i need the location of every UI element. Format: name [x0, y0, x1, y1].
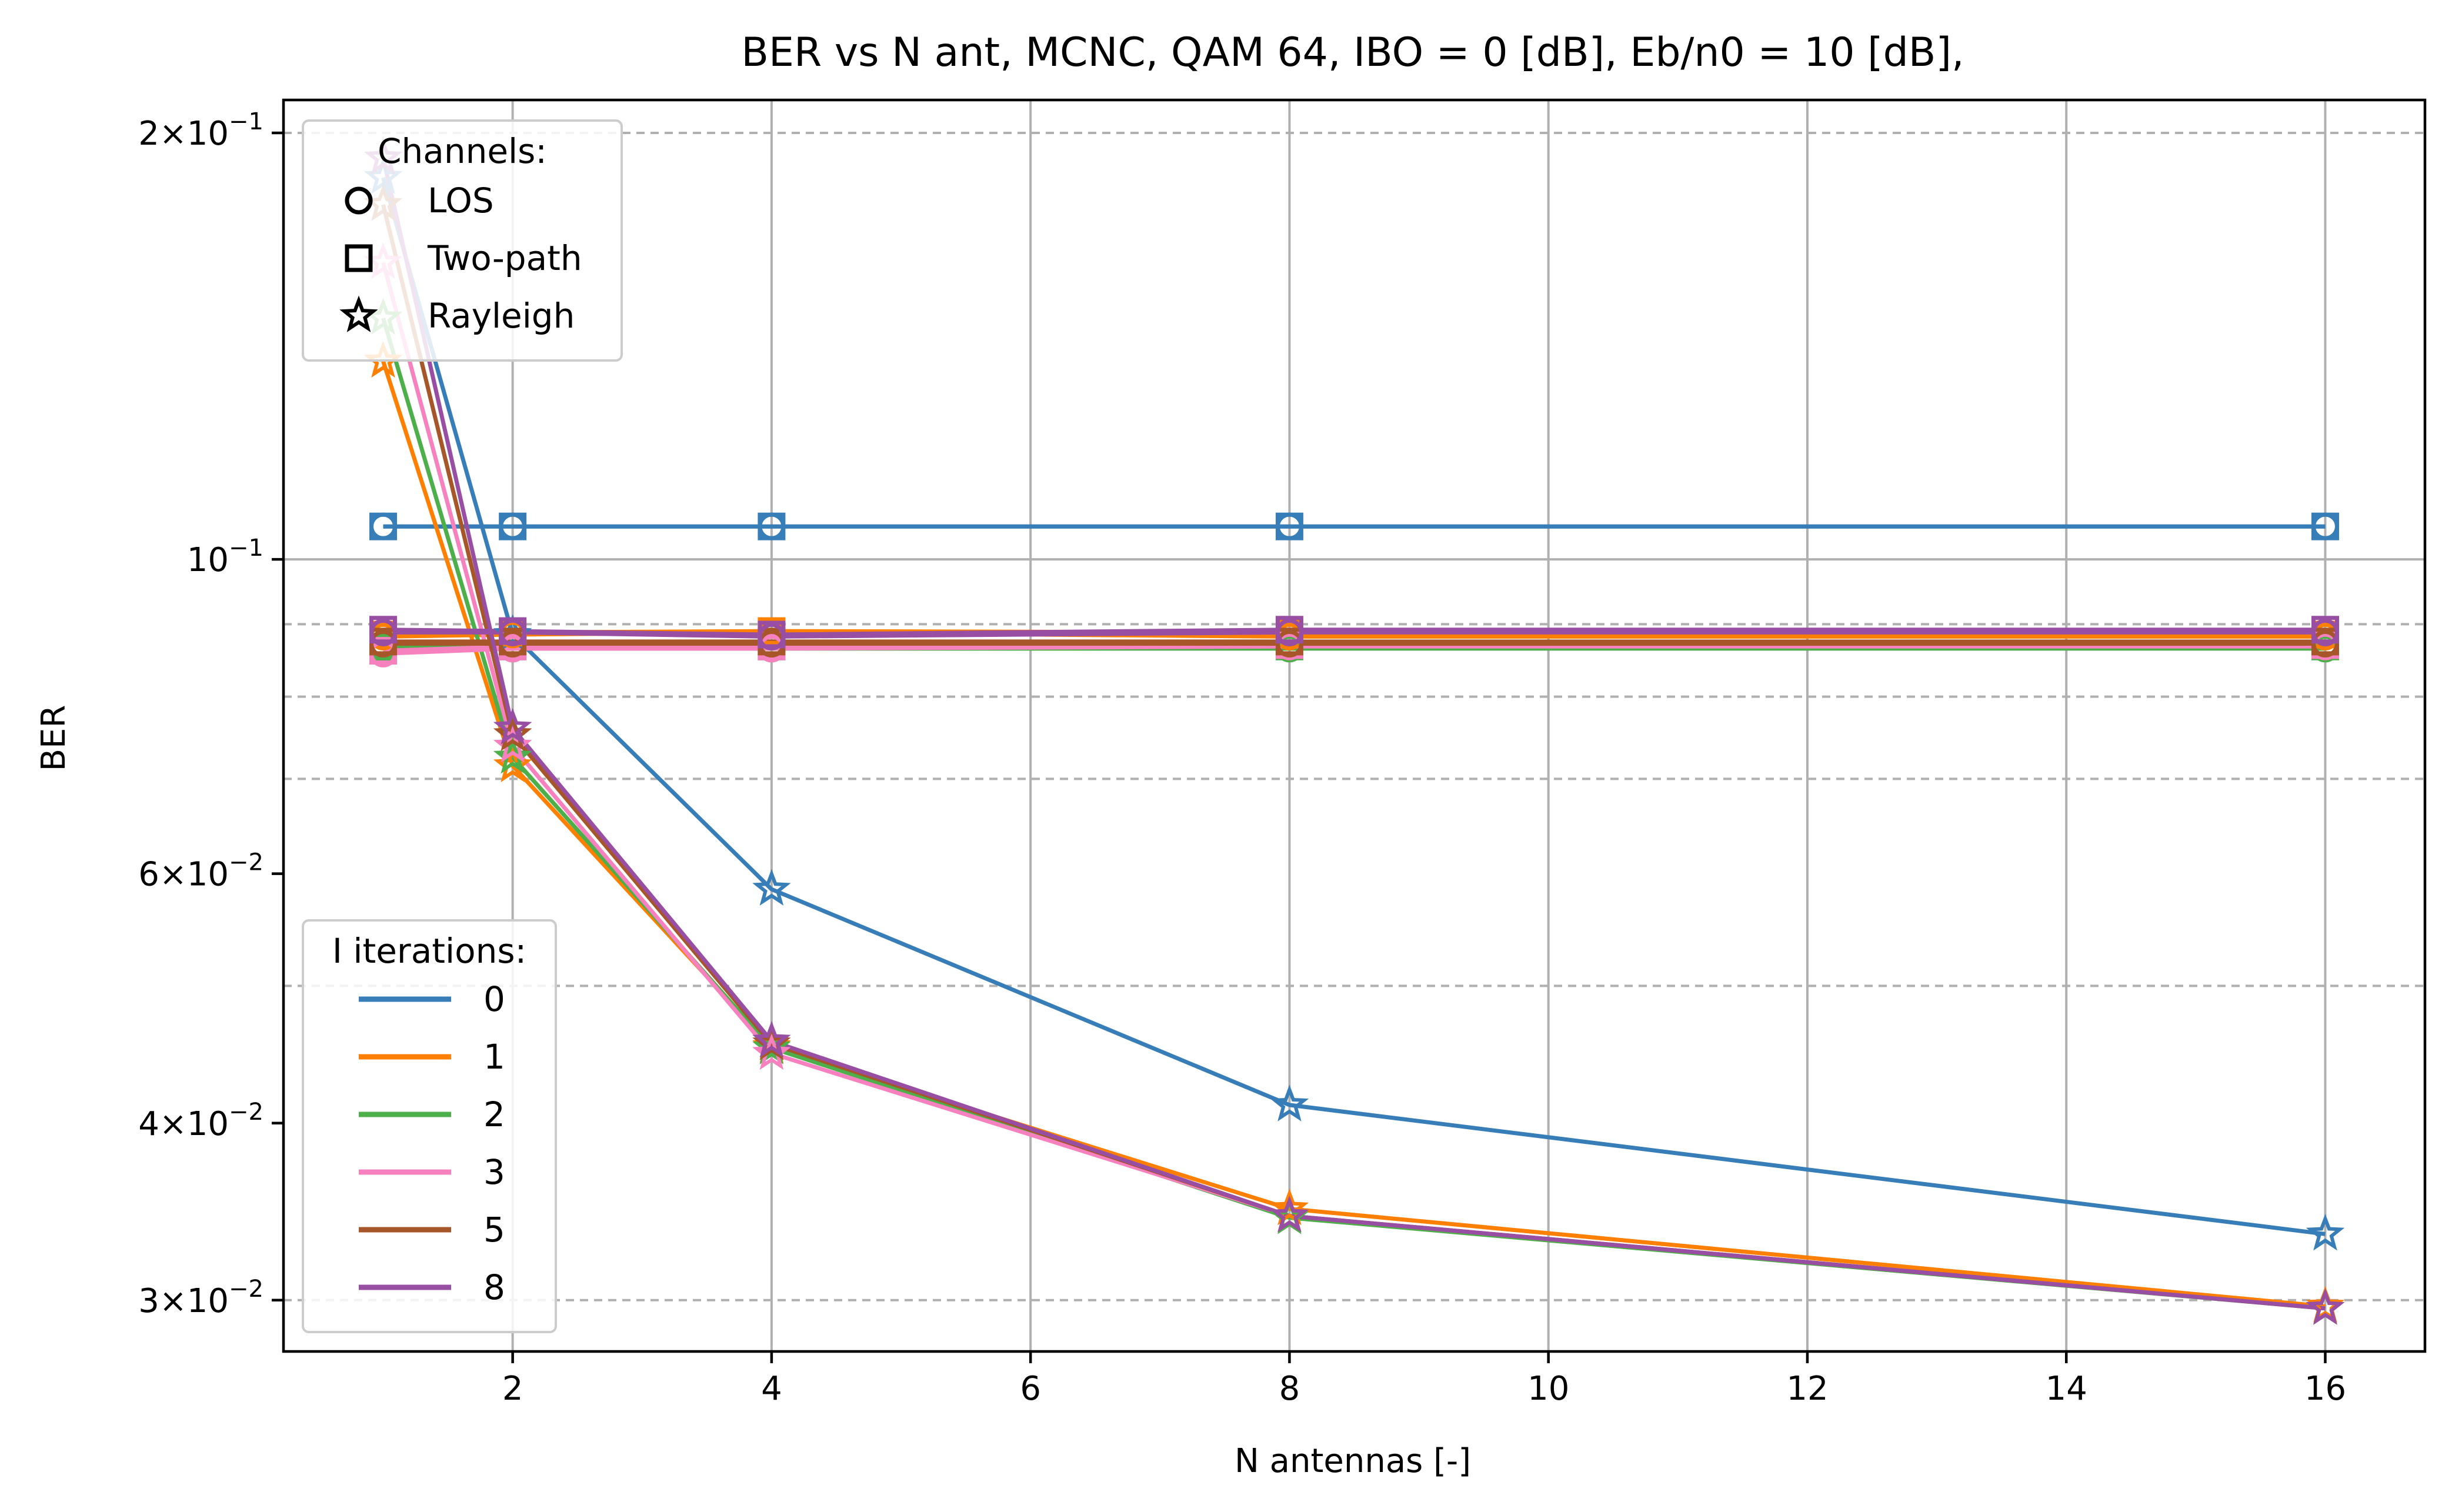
point-iter-1-rayleigh — [1270, 1188, 1309, 1226]
chart-title: BER vs N ant, MCNC, QAM 64, IBO = 0 [dB]… — [741, 29, 1964, 76]
point-iter-0-two-path — [1275, 512, 1303, 540]
point-iter-0-rayleigh — [752, 869, 791, 906]
legend-label-channel: Two-path — [427, 238, 582, 278]
point-iter-8-rayleigh — [752, 1020, 791, 1058]
point-iter-8-two-path — [2311, 616, 2339, 644]
x-axis-label: N antennas [-] — [1235, 1442, 1471, 1480]
grid — [283, 100, 2425, 1351]
point-iter-0-rayleigh — [1270, 1084, 1309, 1122]
y-ticks: 2×10−1 10−1 6×10−2 4×10−2 3×10−2 — [138, 108, 283, 1320]
point-iter-8-two-path — [758, 620, 786, 649]
point-iter-8-two-path — [369, 616, 398, 644]
y-tick-label: 10−1 — [187, 535, 263, 579]
legend-marker-rayleigh — [339, 295, 378, 332]
y-tick-label: 6×10−2 — [138, 849, 263, 894]
point-iter-0-two-path — [2311, 512, 2339, 540]
legend-label-channel: LOS — [428, 181, 494, 221]
point-iter-8-rayleigh — [493, 707, 532, 745]
point-iter-5-rayleigh — [493, 714, 532, 752]
legend-label-iteration: 8 — [483, 1267, 505, 1307]
y-axis-label: BER — [35, 705, 73, 772]
legend-label-iteration: 2 — [483, 1094, 505, 1134]
point-iter-8-two-path — [1275, 616, 1303, 644]
point-iter-0-two-path — [499, 512, 527, 540]
point-iter-8-rayleigh — [1270, 1196, 1309, 1233]
legend-label-channel: Rayleigh — [428, 296, 575, 336]
y-tick-label: 3×10−2 — [138, 1276, 263, 1320]
legend-marker-los — [345, 186, 373, 215]
point-iter-0-two-path — [758, 512, 786, 540]
x-tick-label: 6 — [1020, 1370, 1041, 1408]
y-tick-label: 4×10−2 — [138, 1099, 263, 1143]
legend-marker-two-path — [345, 244, 373, 272]
x-tick-label: 8 — [1279, 1370, 1300, 1408]
iterations-legend-title: I iterations: — [332, 931, 526, 971]
x-tick-label: 14 — [2046, 1370, 2087, 1408]
legend-label-iteration: 3 — [483, 1152, 505, 1192]
point-iter-2-rayleigh — [493, 737, 532, 774]
legend-label-iteration: 5 — [483, 1210, 505, 1250]
channels-legend: Channels: LOS Two-path Rayleigh — [302, 119, 623, 362]
x-tick-label: 16 — [2304, 1370, 2346, 1408]
iterations-legend-box — [302, 919, 557, 1333]
series-line-iter-0-rayleigh — [381, 176, 2326, 1236]
iterations-legend: I iterations: 0 1 2 3 5 8 — [302, 919, 557, 1333]
point-iter-8-rayleigh — [2306, 1288, 2345, 1325]
x-tick-label: 10 — [1527, 1370, 1569, 1408]
x-tick-label: 4 — [761, 1370, 782, 1408]
channels-legend-box — [302, 119, 623, 362]
point-iter-3-rayleigh — [752, 1033, 791, 1070]
point-iter-0-rayleigh — [2306, 1213, 2345, 1251]
x-tick-label: 2 — [502, 1370, 523, 1408]
legend-label-iteration: 1 — [483, 1037, 505, 1077]
y-tick-label: 2×10−1 — [138, 108, 263, 153]
axes-frame — [282, 98, 2427, 1353]
channels-legend-title: Channels: — [378, 131, 547, 171]
point-iter-8-two-path — [499, 617, 527, 645]
x-ticks: 2 4 6 8 10 12 14 16 — [502, 1351, 2346, 1408]
point-iter-0-two-path — [369, 512, 398, 540]
x-tick-label: 12 — [1786, 1370, 1828, 1408]
legend-label-iteration: 0 — [483, 979, 505, 1019]
